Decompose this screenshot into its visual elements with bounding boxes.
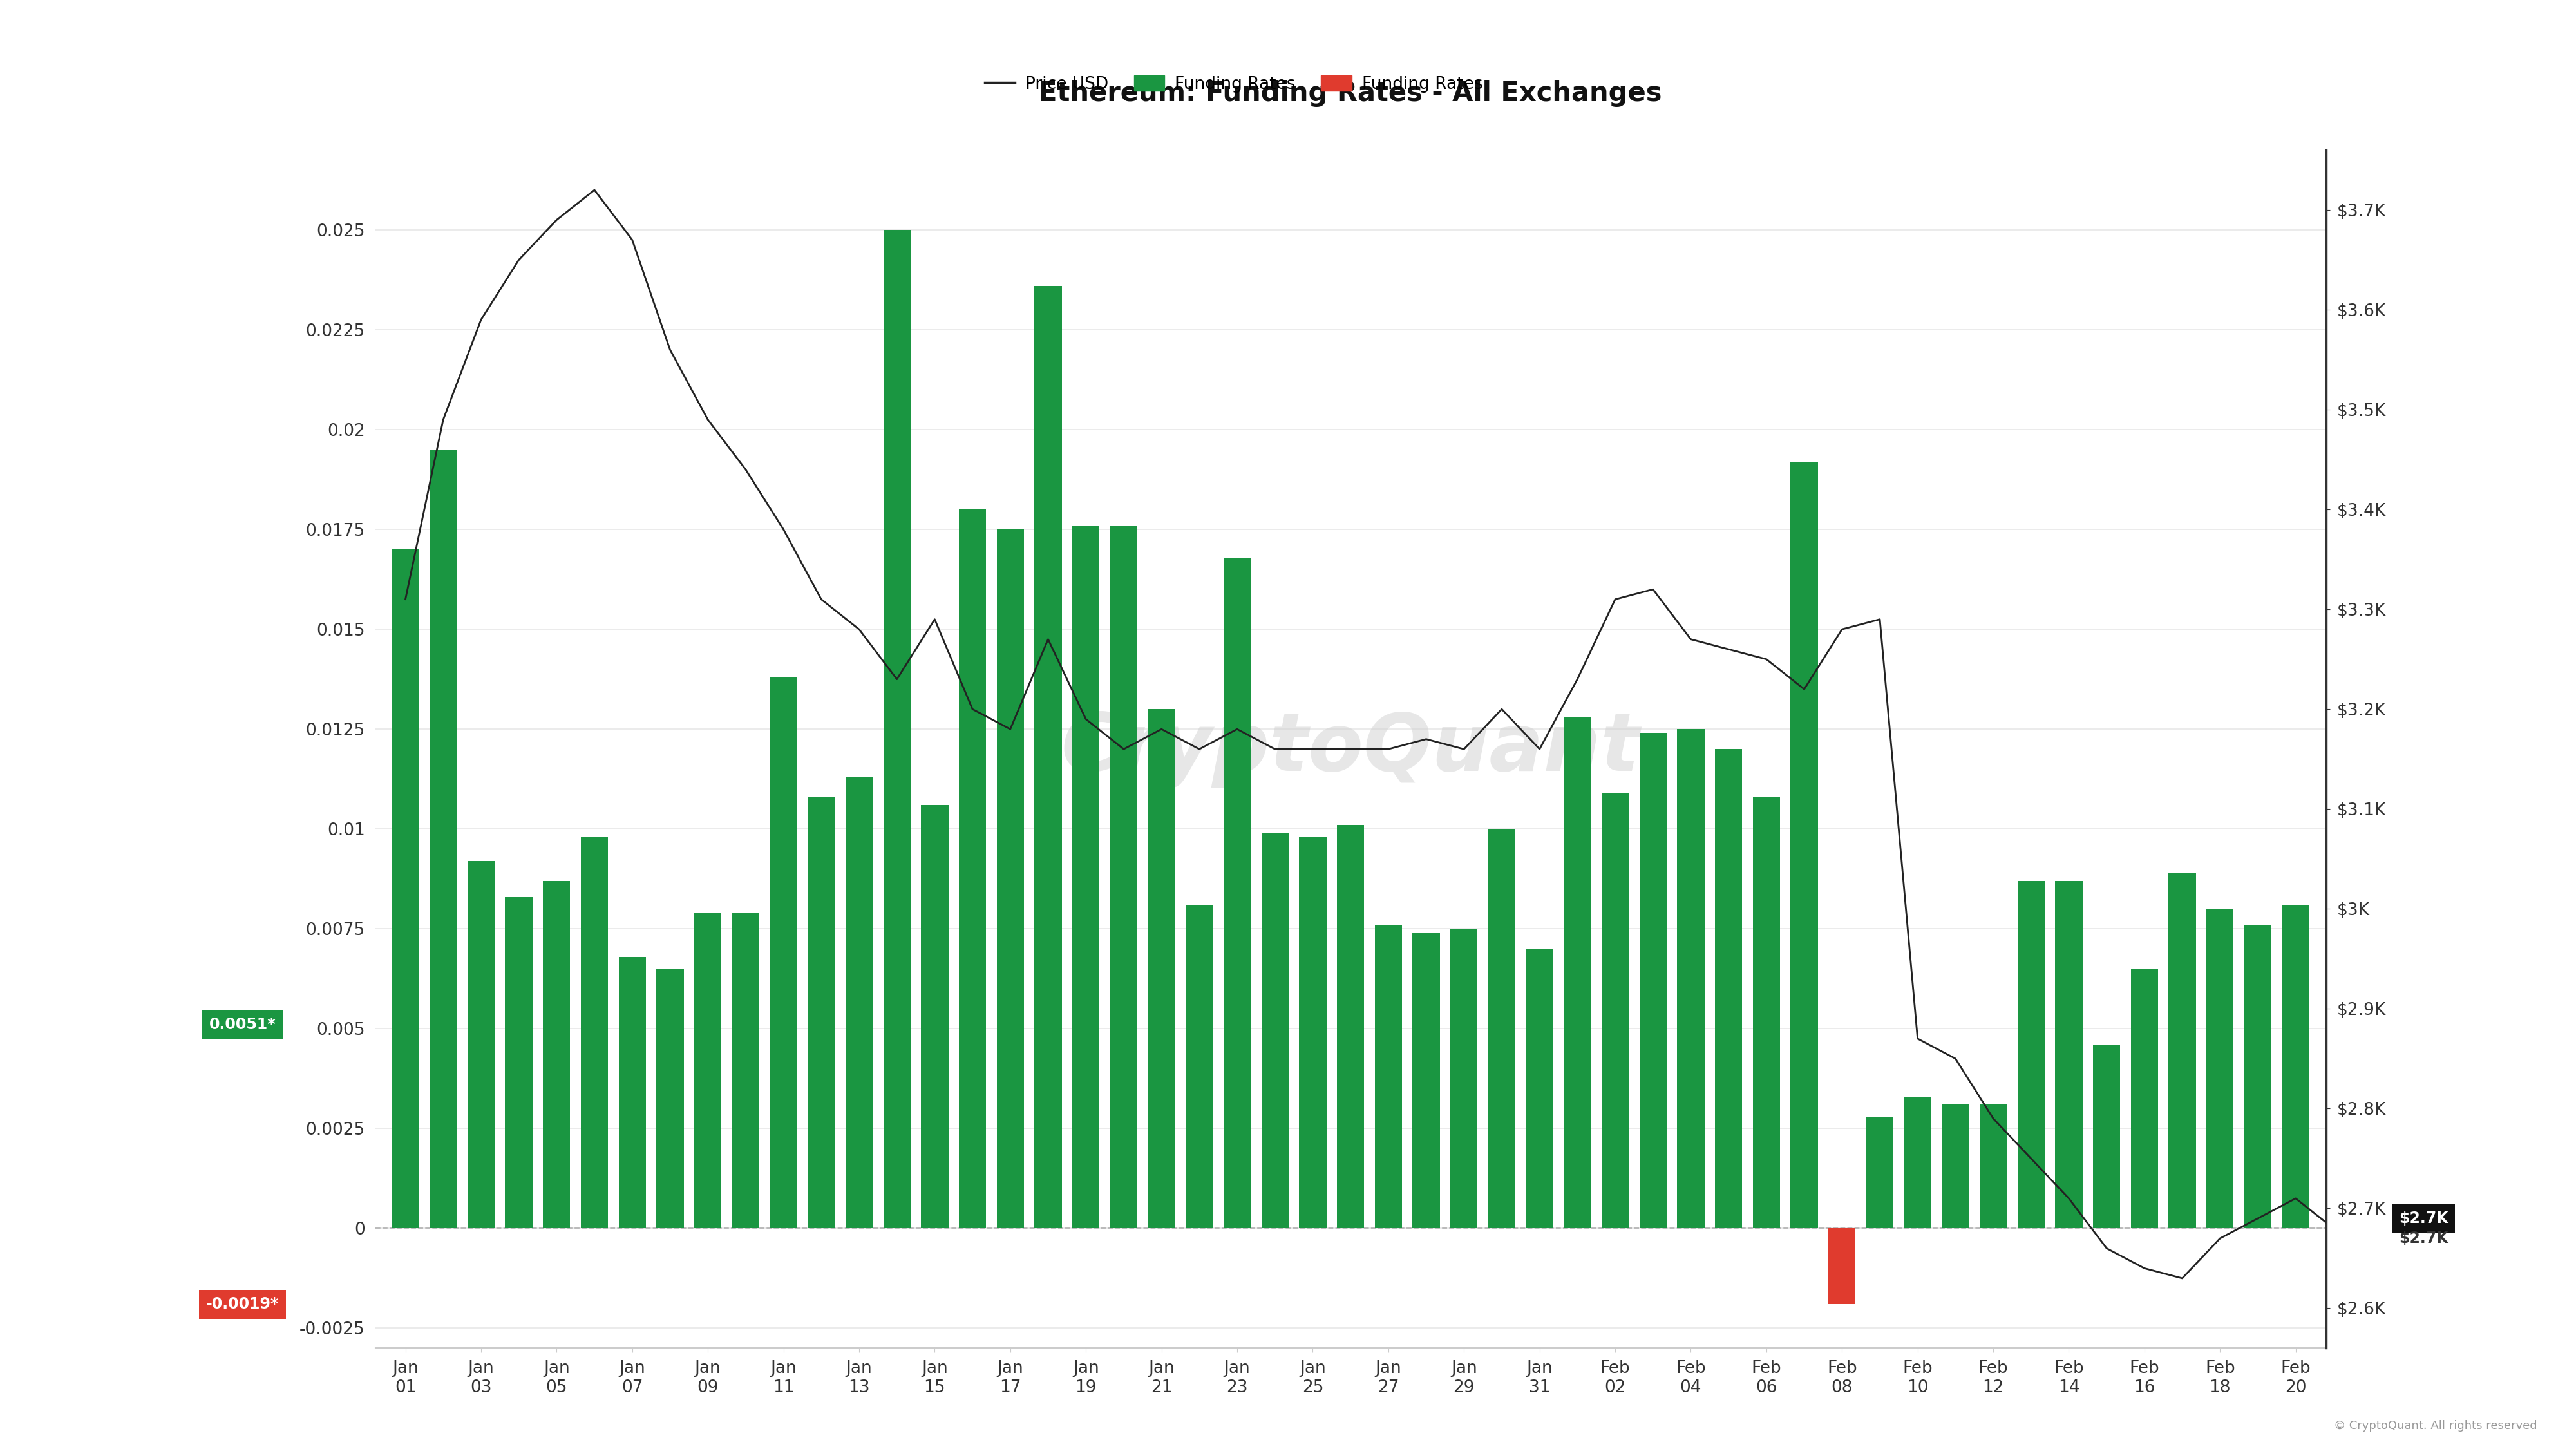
Bar [1865, 1117, 1893, 1229]
Text: 0.0051*: 0.0051* [209, 1017, 276, 1032]
Bar [657, 969, 683, 1229]
Bar [696, 913, 721, 1229]
Text: © CryptoQuant. All rights reserved: © CryptoQuant. All rights reserved [2334, 1420, 2537, 1432]
Bar [1298, 838, 1327, 1229]
Bar [1677, 729, 1705, 1229]
Bar [1110, 526, 1139, 1229]
Bar [1716, 749, 1741, 1229]
Bar [1149, 709, 1175, 1229]
Bar [2282, 904, 2308, 1229]
Bar [770, 677, 796, 1229]
Bar [2130, 969, 2159, 1229]
Bar [505, 897, 533, 1229]
Bar [1564, 717, 1592, 1229]
Bar [1904, 1097, 1932, 1229]
Bar [1829, 1229, 1855, 1304]
Bar [958, 510, 987, 1229]
Bar [1072, 526, 1100, 1229]
Text: $2.7K: $2.7K [2398, 1211, 2447, 1226]
Bar [809, 797, 835, 1229]
Bar [1638, 733, 1667, 1229]
Bar [1525, 949, 1553, 1229]
Bar [1602, 793, 1628, 1229]
Bar [2056, 881, 2081, 1229]
Bar [466, 861, 495, 1229]
Bar [2208, 909, 2233, 1229]
Bar [1036, 285, 1061, 1229]
Bar [884, 230, 909, 1229]
Bar [2017, 881, 2045, 1229]
Bar [1942, 1104, 1968, 1229]
Bar [1337, 824, 1365, 1229]
Bar [1790, 462, 1819, 1229]
Bar [2244, 924, 2272, 1229]
Bar [1978, 1104, 2007, 1229]
Bar [2094, 1045, 2120, 1229]
Bar [618, 956, 647, 1229]
Bar [1450, 929, 1479, 1229]
Bar [845, 777, 873, 1229]
Bar [430, 449, 456, 1229]
Bar [1376, 924, 1401, 1229]
Bar [922, 806, 948, 1229]
Bar [580, 838, 608, 1229]
Bar [1412, 933, 1440, 1229]
Text: $2.7K: $2.7K [2398, 1230, 2447, 1246]
Legend: Price USD, Funding Rates, Funding Rates: Price USD, Funding Rates, Funding Rates [979, 68, 1489, 100]
Bar [1224, 558, 1252, 1229]
Bar [997, 529, 1023, 1229]
Bar [392, 549, 420, 1229]
Title: Ethereum: Funding Rates - All Exchanges: Ethereum: Funding Rates - All Exchanges [1038, 80, 1662, 107]
Bar [1752, 797, 1780, 1229]
Bar [1185, 904, 1213, 1229]
Text: -0.0019*: -0.0019* [206, 1297, 278, 1311]
Bar [2169, 872, 2195, 1229]
Bar [1262, 833, 1288, 1229]
Text: CryptoQuant: CryptoQuant [1061, 710, 1641, 788]
Bar [544, 881, 569, 1229]
Bar [1489, 829, 1515, 1229]
Bar [732, 913, 760, 1229]
